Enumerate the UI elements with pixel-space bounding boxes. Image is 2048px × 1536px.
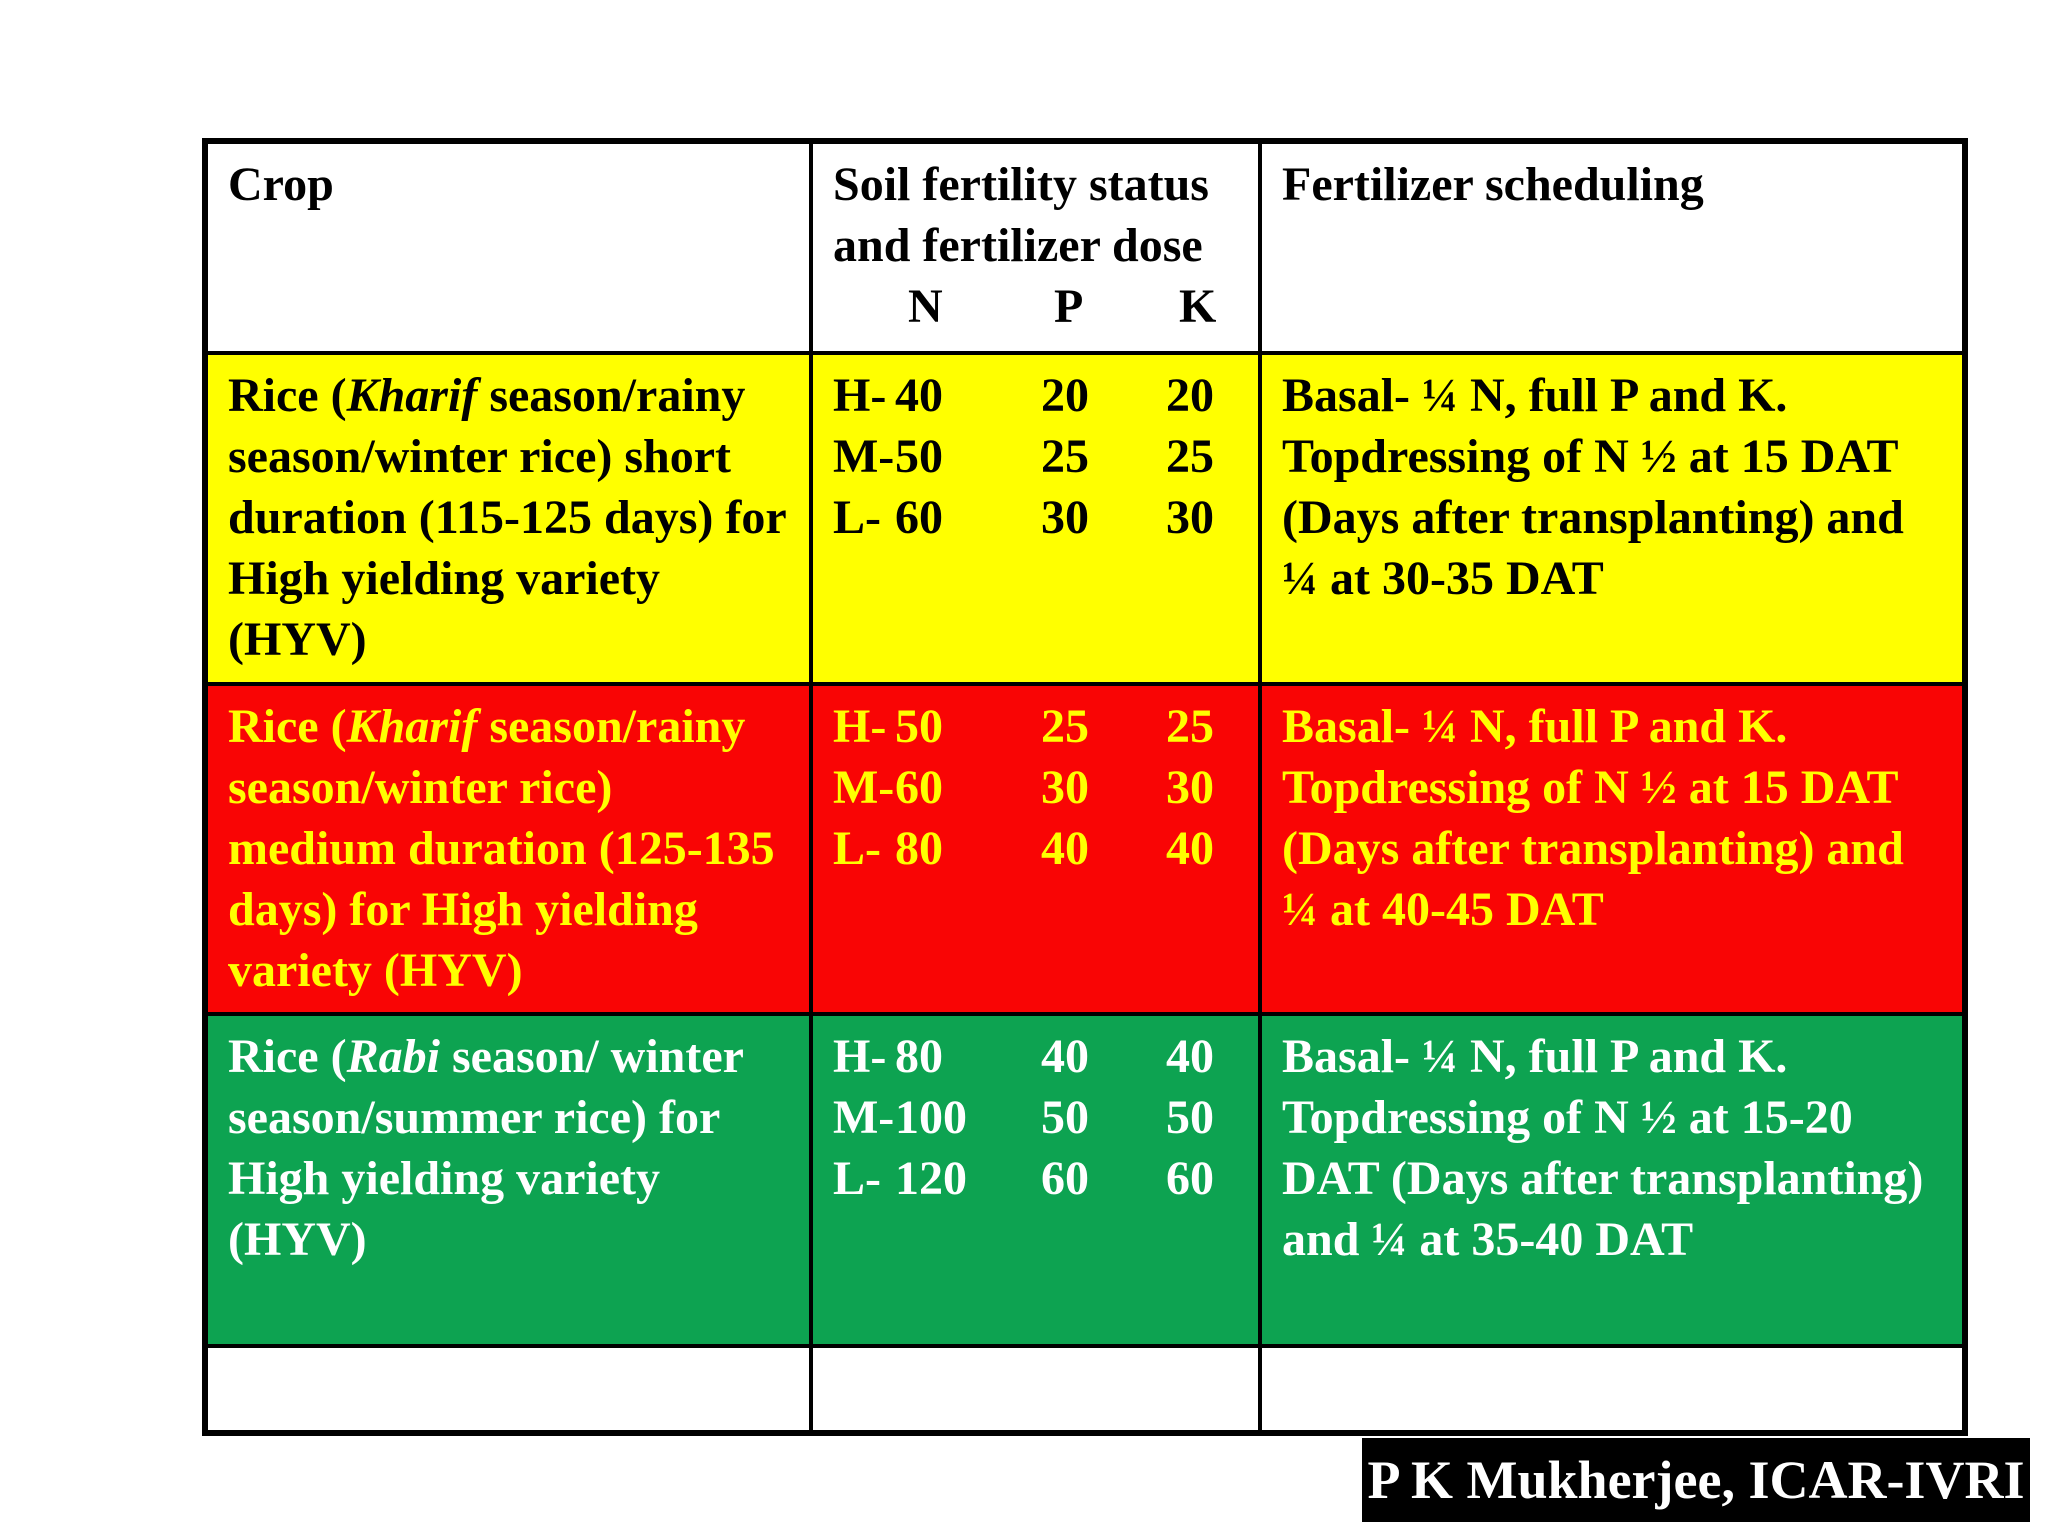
dose-cell: H- 50 25 25 M- 60 30 30 L- 80 40 40 — [809, 682, 1262, 1016]
dose-k-value: 40 — [1166, 1030, 1214, 1083]
crop-text-pre: Rice ( — [228, 369, 347, 422]
header-cell-soil-fertility: Soil fertility status and fertilizer dos… — [809, 139, 1262, 355]
dose-label: L- — [833, 822, 881, 875]
dose-k-value: 30 — [1166, 761, 1214, 814]
dose-label: M- — [833, 761, 895, 814]
header-scheduling-label: Fertilizer scheduling — [1282, 158, 1704, 211]
dose-label: H- — [833, 1030, 887, 1083]
dose-n-value: 80 — [895, 1030, 943, 1083]
dose-n-value: 60 — [895, 491, 943, 544]
author-credit-text: P K Mukherjee, ICAR-IVRI — [1367, 1450, 2025, 1510]
dose-label: L- — [833, 491, 881, 544]
header-n-label: N — [908, 280, 943, 333]
empty-cell — [809, 1344, 1262, 1435]
dose-line-low: L- 120 60 60 — [833, 1148, 1240, 1209]
dose-n-value: 60 — [895, 761, 943, 814]
dose-line-high: H- 50 25 25 — [833, 696, 1240, 757]
dose-line-high: H- 80 40 40 — [833, 1026, 1240, 1087]
dose-label: M- — [833, 430, 895, 483]
dose-cell: H- 40 20 20 M- 50 25 25 L- 60 30 30 — [809, 351, 1262, 686]
table-header-row: Crop Soil fertility status and fertilize… — [203, 139, 1967, 355]
dose-n-value: 120 — [895, 1152, 967, 1205]
dose-line-medium: M- 100 50 50 — [833, 1087, 1240, 1148]
dose-k-value: 30 — [1166, 491, 1214, 544]
crop-cell: Rice (Rabi season/ winter season/summer … — [203, 1012, 813, 1348]
crop-cell: Rice (Kharif season/rainy season/winter … — [203, 351, 813, 686]
dose-n-value: 40 — [895, 369, 943, 422]
dose-p-value: 25 — [1041, 700, 1089, 753]
header-npk-line: N P K — [833, 276, 1240, 337]
crop-cell: Rice (Kharif season/rainy season/winter … — [203, 682, 813, 1016]
crop-text-pre: Rice ( — [228, 1030, 347, 1083]
schedule-cell: Basal- ¼ N, full P and K. Topdressing of… — [1258, 682, 1967, 1016]
header-soil-line2: and fertilizer dose — [833, 219, 1203, 272]
dose-k-value: 40 — [1166, 822, 1214, 875]
dose-p-value: 30 — [1041, 761, 1089, 814]
dose-n-value: 80 — [895, 822, 943, 875]
dose-p-value: 60 — [1041, 1152, 1089, 1205]
dose-p-value: 40 — [1041, 822, 1089, 875]
crop-text-italic: Kharif — [346, 369, 478, 422]
header-crop-label: Crop — [228, 158, 334, 211]
dose-n-value: 50 — [895, 430, 943, 483]
dose-k-value: 25 — [1166, 700, 1214, 753]
dose-p-value: 25 — [1041, 430, 1089, 483]
dose-k-value: 25 — [1166, 430, 1214, 483]
table-row-kharif-short: Rice (Kharif season/rainy season/winter … — [203, 351, 1967, 686]
schedule-cell: Basal- ¼ N, full P and K. Topdressing of… — [1258, 1012, 1967, 1348]
crop-text-pre: Rice ( — [228, 700, 347, 753]
schedule-text: Basal- ¼ N, full P and K. Topdressing of… — [1282, 700, 1904, 936]
dose-line-low: L- 60 30 30 — [833, 487, 1240, 548]
fertilizer-schedule-table: Crop Soil fertility status and fertilize… — [202, 138, 1968, 1436]
dose-k-value: 60 — [1166, 1152, 1214, 1205]
dose-label: L- — [833, 1152, 881, 1205]
crop-text-post: season/ winter season/summer rice) for H… — [228, 1030, 744, 1266]
empty-cell — [1258, 1344, 1967, 1435]
crop-text-post: season/rainy season/winter rice) short d… — [228, 369, 786, 666]
dose-label: H- — [833, 700, 887, 753]
dose-cell: H- 80 40 40 M- 100 50 50 L- 120 60 60 — [809, 1012, 1262, 1348]
crop-text-post: season/rainy season/winter rice) medium … — [228, 700, 775, 997]
dose-p-value: 20 — [1041, 369, 1089, 422]
dose-line-medium: M- 60 30 30 — [833, 757, 1240, 818]
header-soil-line1: Soil fertility status — [833, 158, 1209, 211]
author-credit-banner: P K Mukherjee, ICAR-IVRI — [1362, 1438, 2030, 1522]
dose-p-value: 30 — [1041, 491, 1089, 544]
header-cell-crop: Crop — [203, 139, 813, 355]
dose-p-value: 50 — [1041, 1091, 1089, 1144]
schedule-cell: Basal- ¼ N, full P and K. Topdressing of… — [1258, 351, 1967, 686]
dose-line-low: L- 80 40 40 — [833, 818, 1240, 879]
dose-line-medium: M- 50 25 25 — [833, 426, 1240, 487]
header-k-label: K — [1179, 280, 1217, 333]
empty-cell — [203, 1344, 813, 1435]
schedule-text: Basal- ¼ N, full P and K. Topdressing of… — [1282, 369, 1904, 605]
schedule-text: Basal- ¼ N, full P and K. Topdressing of… — [1282, 1030, 1924, 1266]
dose-n-value: 100 — [895, 1091, 967, 1144]
crop-text-italic: Kharif — [346, 700, 478, 753]
crop-text-italic: Rabi — [346, 1030, 440, 1083]
table-row-empty — [203, 1344, 1967, 1435]
dose-k-value: 20 — [1166, 369, 1214, 422]
dose-label: H- — [833, 369, 887, 422]
dose-k-value: 50 — [1166, 1091, 1214, 1144]
table-row-rabi: Rice (Rabi season/ winter season/summer … — [203, 1012, 1967, 1348]
npk-spacer — [833, 276, 895, 337]
dose-label: M- — [833, 1091, 895, 1144]
table-row-kharif-medium: Rice (Kharif season/rainy season/winter … — [203, 682, 1967, 1016]
dose-line-high: H- 40 20 20 — [833, 365, 1240, 426]
header-p-label: P — [1054, 280, 1084, 333]
dose-p-value: 40 — [1041, 1030, 1089, 1083]
dose-n-value: 50 — [895, 700, 943, 753]
header-cell-scheduling: Fertilizer scheduling — [1258, 139, 1967, 355]
